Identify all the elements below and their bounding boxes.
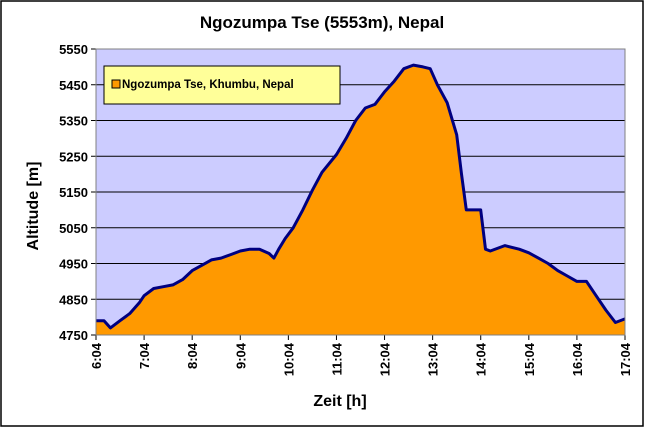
x-tick-label: 13:04	[426, 342, 441, 376]
legend-box	[103, 65, 341, 105]
x-tick-label: 14:04	[474, 342, 489, 376]
y-axis-label: Altitude [m]	[25, 162, 42, 251]
x-tick-label: 11:04	[329, 342, 344, 375]
x-tick-label: 7:04	[137, 342, 152, 369]
x-tick-label: 9:04	[233, 342, 248, 369]
y-tick-label: 5050	[59, 221, 88, 236]
y-tick-label: 4850	[59, 292, 88, 307]
y-tick-labels: 4750 4850 4950 5050 5150 5250 5350 5450 5550	[59, 42, 88, 343]
y-tick-label: 5350	[59, 114, 88, 129]
x-tick-label: 12:04	[378, 342, 393, 376]
legend-marker	[111, 79, 121, 89]
y-tick-label: 5250	[59, 149, 88, 164]
plot-frame	[95, 48, 626, 336]
y-tick-label: 5550	[59, 42, 88, 57]
x-axis-label: Zeit [h]	[313, 393, 366, 410]
x-tick-label: 16:04	[570, 342, 585, 376]
y-tick-label: 4750	[59, 328, 88, 343]
x-tick-label: 10:04	[281, 342, 296, 376]
y-tick-label: 4950	[59, 257, 88, 272]
altitude-line	[96, 63, 626, 330]
axes	[95, 48, 626, 336]
x-tick-label: 6:04	[89, 342, 104, 369]
legend-label: Ngozumpa Tse, Khumbu, Nepal	[122, 79, 294, 91]
y-tick-label: 5150	[59, 185, 88, 200]
x-tick-label: 15:04	[522, 342, 537, 376]
x-tick-label: 8:04	[185, 342, 200, 369]
x-tick-label: 17:04	[618, 342, 633, 376]
chart-title: Ngozumpa Tse (5553m), Nepal	[200, 13, 444, 32]
altitude-area	[96, 65, 625, 335]
x-tick-labels: 6:04 7:04 8:04 9:04 10:04 11:04 12:04 13:04 14:0…	[89, 342, 633, 376]
y-tick-label: 5450	[59, 78, 88, 93]
legend: Ngozumpa Tse, Khumbu, Nepal	[103, 65, 341, 105]
